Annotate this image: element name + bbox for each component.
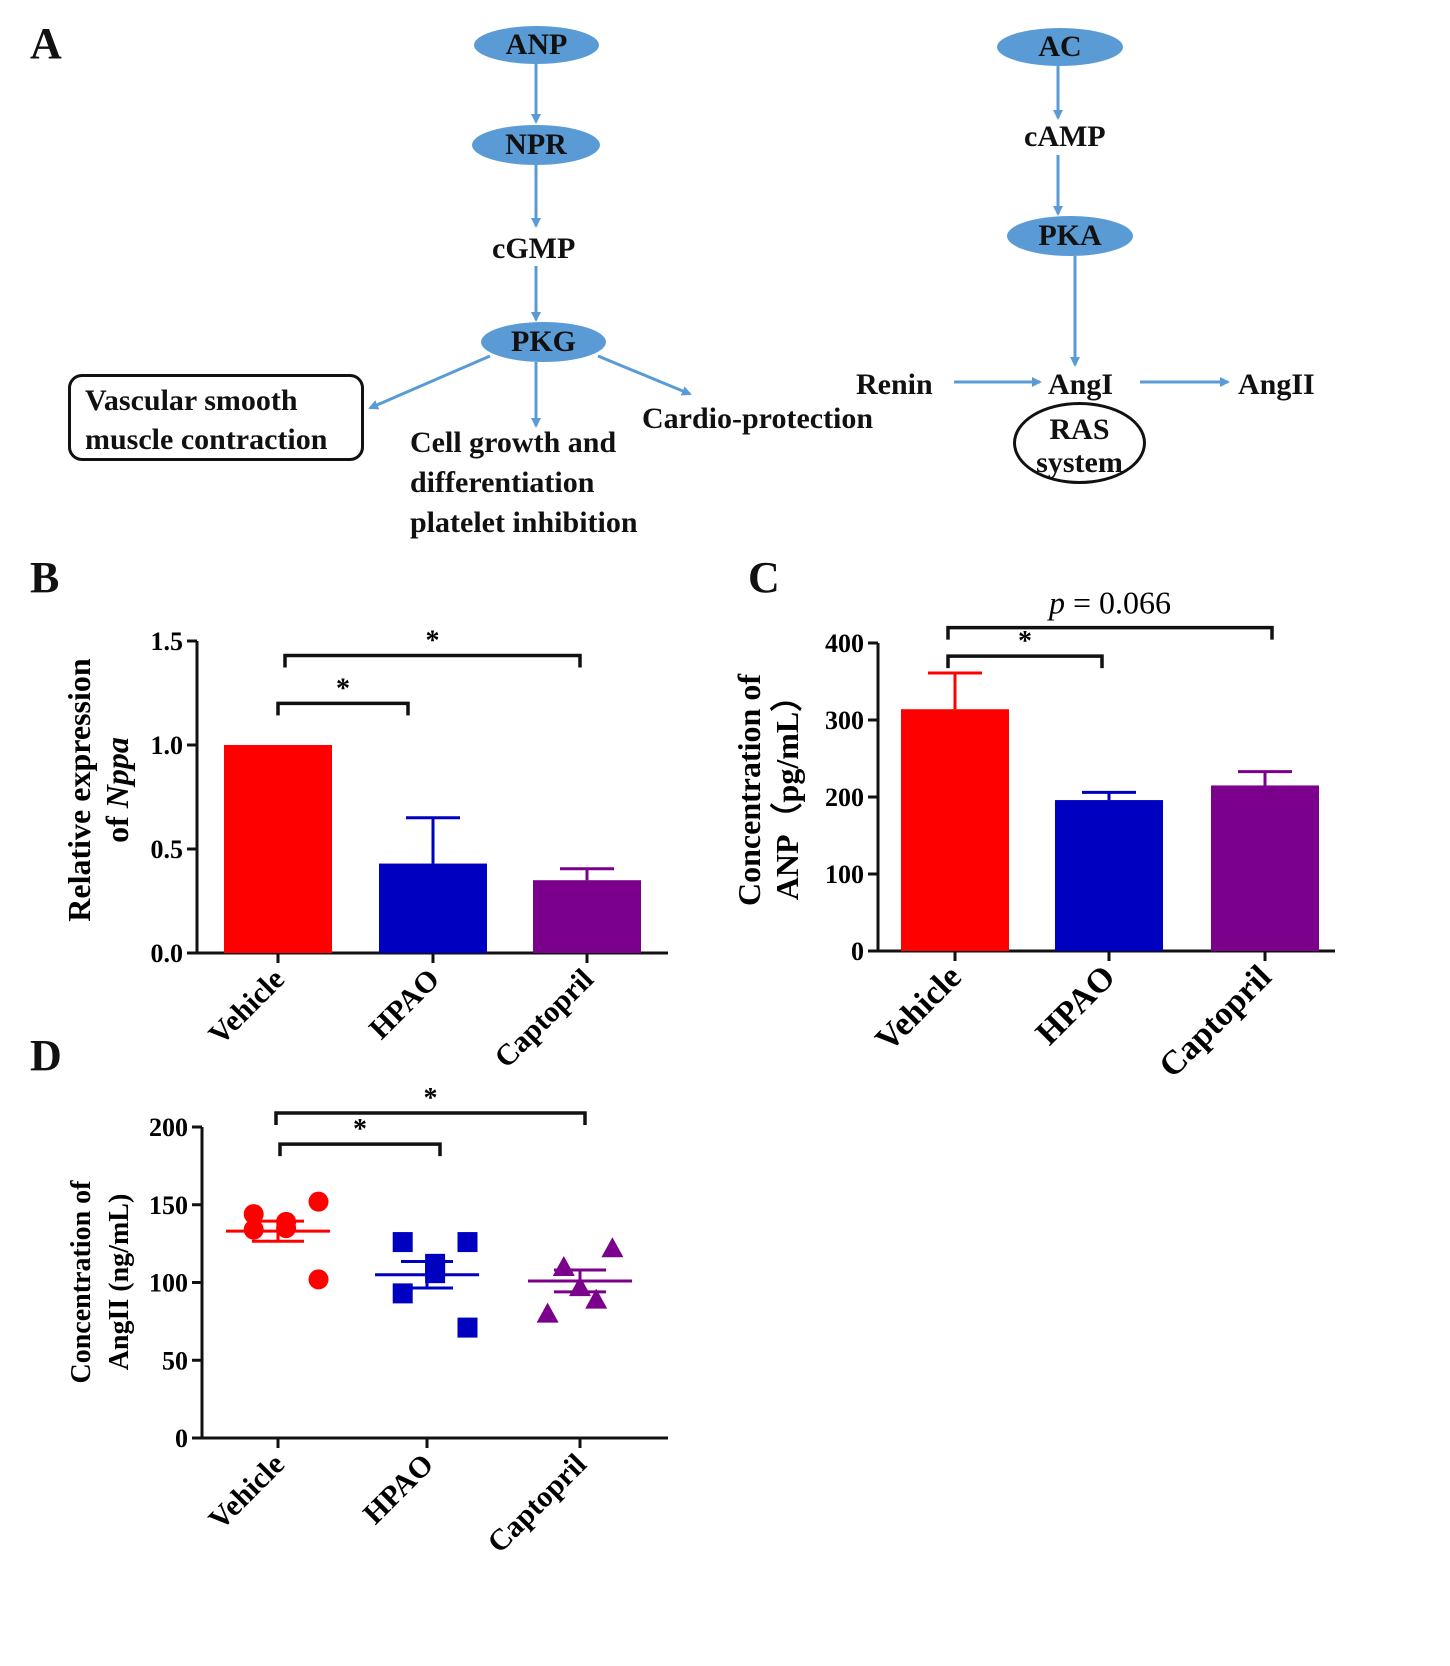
chart-c-pvalue-p: p (1047, 585, 1065, 621)
chart-b-ytick-label: 0.5 (151, 835, 184, 864)
node-anp: ANP (474, 26, 599, 64)
vascular-line-2: muscle contraction (85, 423, 328, 456)
chart-c-bar-hpao (1055, 800, 1163, 951)
panel-label-b: B (30, 553, 60, 602)
chart-c-pvalue-rest: = 0.066 (1065, 585, 1171, 621)
chart-d-point-captopril (552, 1255, 575, 1276)
chart-b-bar-hpao (379, 863, 487, 953)
diagram-arrows (368, 63, 1230, 428)
chart-b-bar-vehicle (224, 745, 332, 953)
chart-d-sig-star: * (424, 1083, 438, 1114)
chart-d-point-hpao (392, 1232, 413, 1253)
panel-label-d: D (30, 1031, 62, 1080)
chart-c-bar-captopril (1211, 785, 1319, 951)
chart-d-sig-bracket (274, 1111, 587, 1126)
ring-ras-system: RAS system (1013, 402, 1146, 484)
arrow-pkg-cardio (597, 354, 692, 396)
chart-b-ylabel-prefix: of (99, 808, 135, 843)
chart-d-ylabel-line2: AngII (ng/mL) (104, 1194, 135, 1371)
label-cgmp: cGMP (492, 232, 576, 265)
chart-d-point-captopril (536, 1302, 559, 1323)
chart-d-category-label: Vehicle (202, 1448, 291, 1537)
chart-c-ylabel-line1: Concentration of (731, 674, 767, 906)
node-npr: NPR (472, 125, 600, 165)
chart-c-ylabel-line2: ANP（pg/mL） (769, 680, 805, 900)
chart-d-ylabel: Concentration of AngII (ng/mL) (66, 1180, 135, 1384)
label-cardio-protection: Cardio-protection (642, 402, 874, 435)
panel-label-c: C (748, 553, 780, 602)
chart-d-point-hpao (425, 1263, 446, 1284)
chart-b-ytick-label: 1.0 (151, 731, 184, 760)
chart-c-ytick-label: 100 (825, 860, 864, 889)
chart-d-point-vehicle (308, 1269, 329, 1290)
chart-d-ytick-label: 150 (149, 1191, 188, 1220)
chart-c-ytick-label: 0 (851, 937, 864, 966)
panel-label-a: A (30, 19, 62, 68)
chart-b-sig-bracket (283, 653, 582, 668)
cell-line-2: differentiation (410, 466, 595, 499)
chart-b-bar-captopril (533, 880, 641, 953)
chart-d-point-vehicle (276, 1218, 297, 1239)
chart-c-sig-star: * (1018, 626, 1032, 657)
label-renin: Renin (856, 368, 933, 401)
chart-d-ytick-label: 100 (149, 1269, 188, 1298)
chart-c-ytick-label: 300 (825, 706, 864, 735)
chart-c-ytick-label: 200 (825, 783, 864, 812)
chart-d-ytick-label: 200 (149, 1113, 188, 1142)
chart-c-ylabel: Concentration of ANP（pg/mL） (731, 674, 805, 906)
chart-c-bar-vehicle (901, 709, 1009, 951)
chart-d-point-vehicle (308, 1191, 329, 1212)
chart-c-sig-bracket (946, 654, 1104, 669)
chart-b-ylabel-line2: of Nppa (99, 737, 135, 843)
node-pka: PKA (1007, 216, 1133, 256)
chart-d-sig-bracket (278, 1142, 442, 1157)
chart-d-ytick-label: 50 (162, 1346, 188, 1375)
box-vascular-smooth-muscle: Vascular smooth muscle contraction (68, 374, 364, 461)
node-pkg: PKG (481, 322, 606, 362)
label-camp: cAMP (1024, 120, 1106, 153)
cell-line-3: platelet inhibition (410, 506, 638, 539)
chart-b-ylabel-line1: Relative expression (61, 658, 97, 922)
chart-d-point-captopril (585, 1288, 608, 1309)
chart-b-ytick-label: 0.0 (151, 939, 184, 968)
label-angi: AngI (1048, 368, 1114, 401)
chart-d-ylabel-line1: Concentration of (66, 1180, 97, 1384)
label-cell-growth: Cell growth and differentiation platelet… (410, 423, 638, 543)
chart-b-sig-bracket (276, 701, 410, 716)
chart-b-ylabel: Relative expression of Nppa (61, 658, 135, 922)
chart-d-category-label: Captopril (481, 1448, 593, 1560)
ras-line-2: system (1036, 446, 1123, 479)
ras-line-1: RAS (1049, 413, 1110, 446)
chart-b-ylabel-gene: Nppa (99, 737, 135, 809)
cell-line-1: Cell growth and (410, 426, 617, 459)
chart-d-sig-star: * (353, 1114, 367, 1145)
chart-d-point-hpao (392, 1283, 413, 1304)
chart-d-point-hpao (457, 1317, 478, 1338)
chart-b-ytick-label: 1.5 (151, 627, 184, 656)
chart-b-sig-star: * (336, 673, 350, 704)
chart-d-point-captopril (601, 1237, 624, 1258)
node-ac: AC (997, 28, 1123, 66)
chart-b-sig-star: * (426, 626, 440, 657)
chart-d-category-label: HPAO (357, 1448, 440, 1531)
chart-d-point-hpao (457, 1232, 478, 1253)
chart-d-ytick-label: 0 (175, 1424, 188, 1453)
chart-c-sig-bracket (946, 625, 1274, 640)
chart-d-point-vehicle (243, 1204, 264, 1225)
chart-c-pvalue-label: p = 0.066 (1047, 585, 1171, 621)
arrow-pkg-vascular (368, 354, 491, 410)
vascular-line-1: Vascular smooth (85, 384, 298, 417)
chart-c-ytick-label: 400 (825, 629, 864, 658)
label-angii: AngII (1238, 368, 1315, 401)
chart-d-point-vehicle (243, 1219, 264, 1240)
